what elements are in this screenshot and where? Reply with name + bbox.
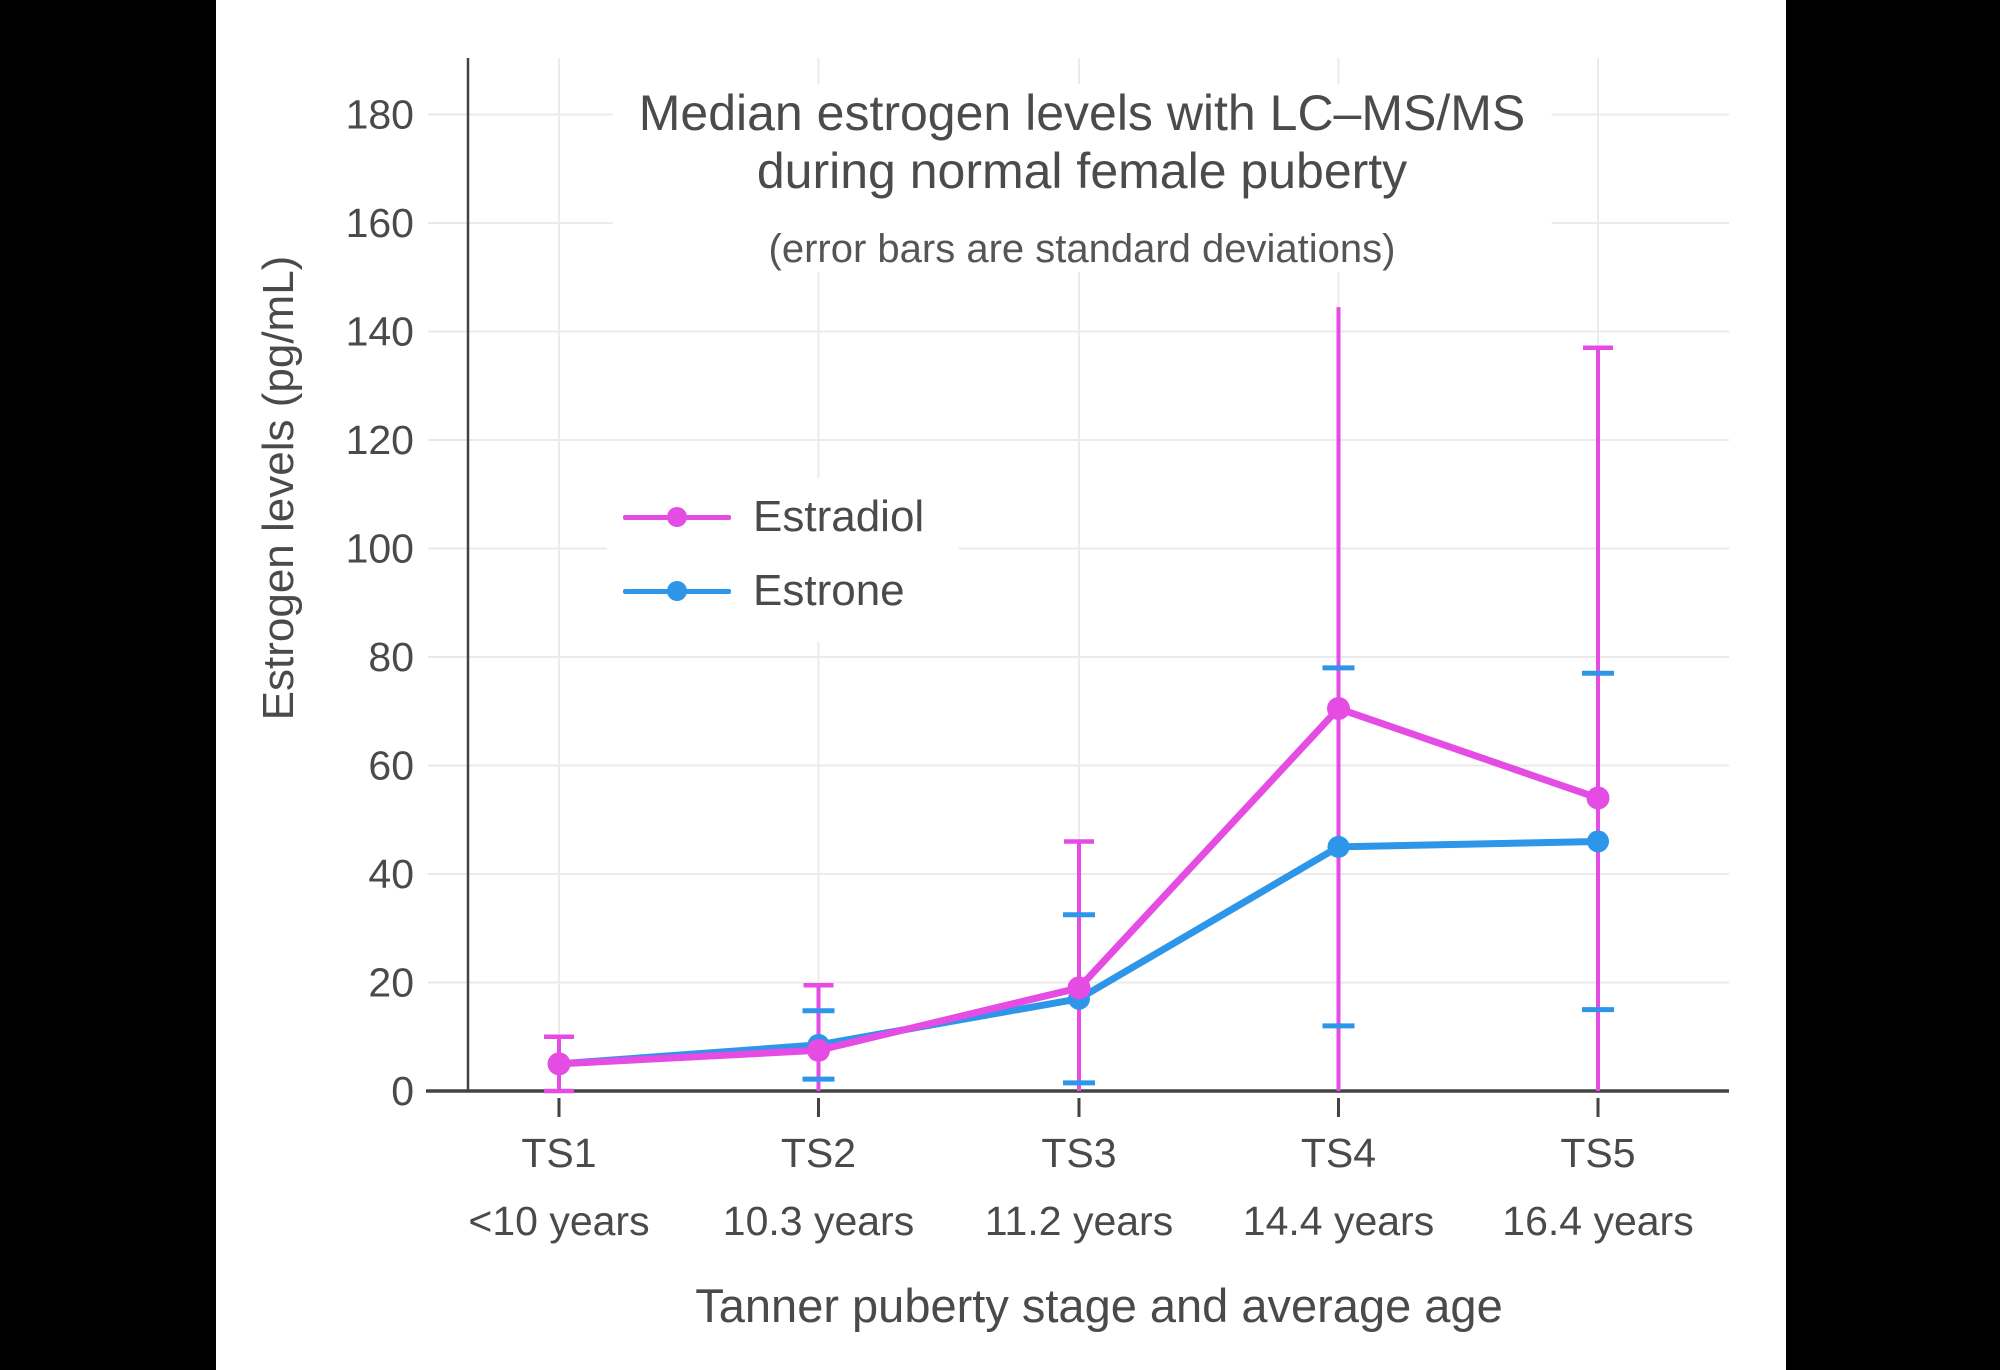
y-tick-label-0: 0 (391, 1068, 414, 1114)
y-tick-label-160: 160 (346, 200, 414, 246)
legend: Estradiol Estrone (607, 478, 959, 642)
legend-label-estradiol: Estradiol (753, 492, 925, 541)
x-age-label-TS5: 16.4 years (1502, 1198, 1693, 1244)
x-tick-label-TS4: TS4 (1301, 1130, 1376, 1176)
x-tick-label-TS1: TS1 (521, 1130, 596, 1176)
estradiol-dot-icon (667, 507, 687, 527)
x-age-label-TS2: 10.3 years (723, 1198, 914, 1244)
x-tick-label-TS2: TS2 (781, 1130, 856, 1176)
y-tick-label-40: 40 (368, 851, 414, 897)
x-tick-label-TS3: TS3 (1041, 1130, 1116, 1176)
y-tick-label-180: 180 (346, 92, 414, 138)
estradiol-point-TS3[interactable] (1067, 976, 1091, 1000)
y-tick-label-20: 20 (368, 960, 414, 1006)
estrone-point-TS5[interactable] (1587, 830, 1609, 853)
estrone-point-TS4[interactable] (1327, 835, 1350, 858)
chart-title-line2: during normal female puberty (756, 143, 1408, 199)
x-axis-title: Tanner puberty stage and average age (695, 1279, 1503, 1332)
estrone-dot-icon (667, 581, 687, 601)
y-axis-title: Estrogen levels (pg/mL) (254, 255, 303, 721)
x-tick-label-TS5: TS5 (1560, 1130, 1635, 1176)
x-age-label-TS3: 11.2 years (985, 1198, 1173, 1244)
estrone-legend-swatch (623, 580, 731, 602)
legend-item-estrone[interactable]: Estrone (623, 566, 959, 616)
x-age-label-TS4: 14.4 years (1243, 1198, 1434, 1244)
estradiol-point-TS5[interactable] (1586, 786, 1610, 810)
chart-subtitle: (error bars are standard deviations) (768, 227, 1396, 271)
chart-canvas: Median estrogen levels with LC–MS/MS dur… (216, 0, 1786, 1370)
y-tick-label-100: 100 (346, 526, 414, 572)
estradiol-point-TS2[interactable] (807, 1038, 830, 1062)
chart-title-block: Median estrogen levels with LC–MS/MS dur… (612, 84, 1552, 272)
plot-area: 0 20 40 60 80 100 120 140 160 180 TS1 <10 years TS2 1… (346, 58, 1729, 1244)
estradiol-point-TS1[interactable] (547, 1052, 571, 1076)
estradiol-legend-swatch (623, 506, 731, 528)
legend-item-estradiol[interactable]: Estradiol (623, 492, 959, 542)
chart-title-line1: Median estrogen levels with LC–MS/MS (638, 85, 1526, 141)
x-age-label-TS1: <10 years (468, 1198, 649, 1244)
legend-label-estrone: Estrone (753, 566, 905, 615)
y-tick-label-140: 140 (346, 309, 414, 355)
y-tick-label-80: 80 (368, 634, 414, 680)
y-tick-label-60: 60 (368, 743, 414, 789)
estradiol-point-TS4[interactable] (1327, 697, 1350, 721)
y-tick-label-120: 120 (346, 417, 414, 463)
